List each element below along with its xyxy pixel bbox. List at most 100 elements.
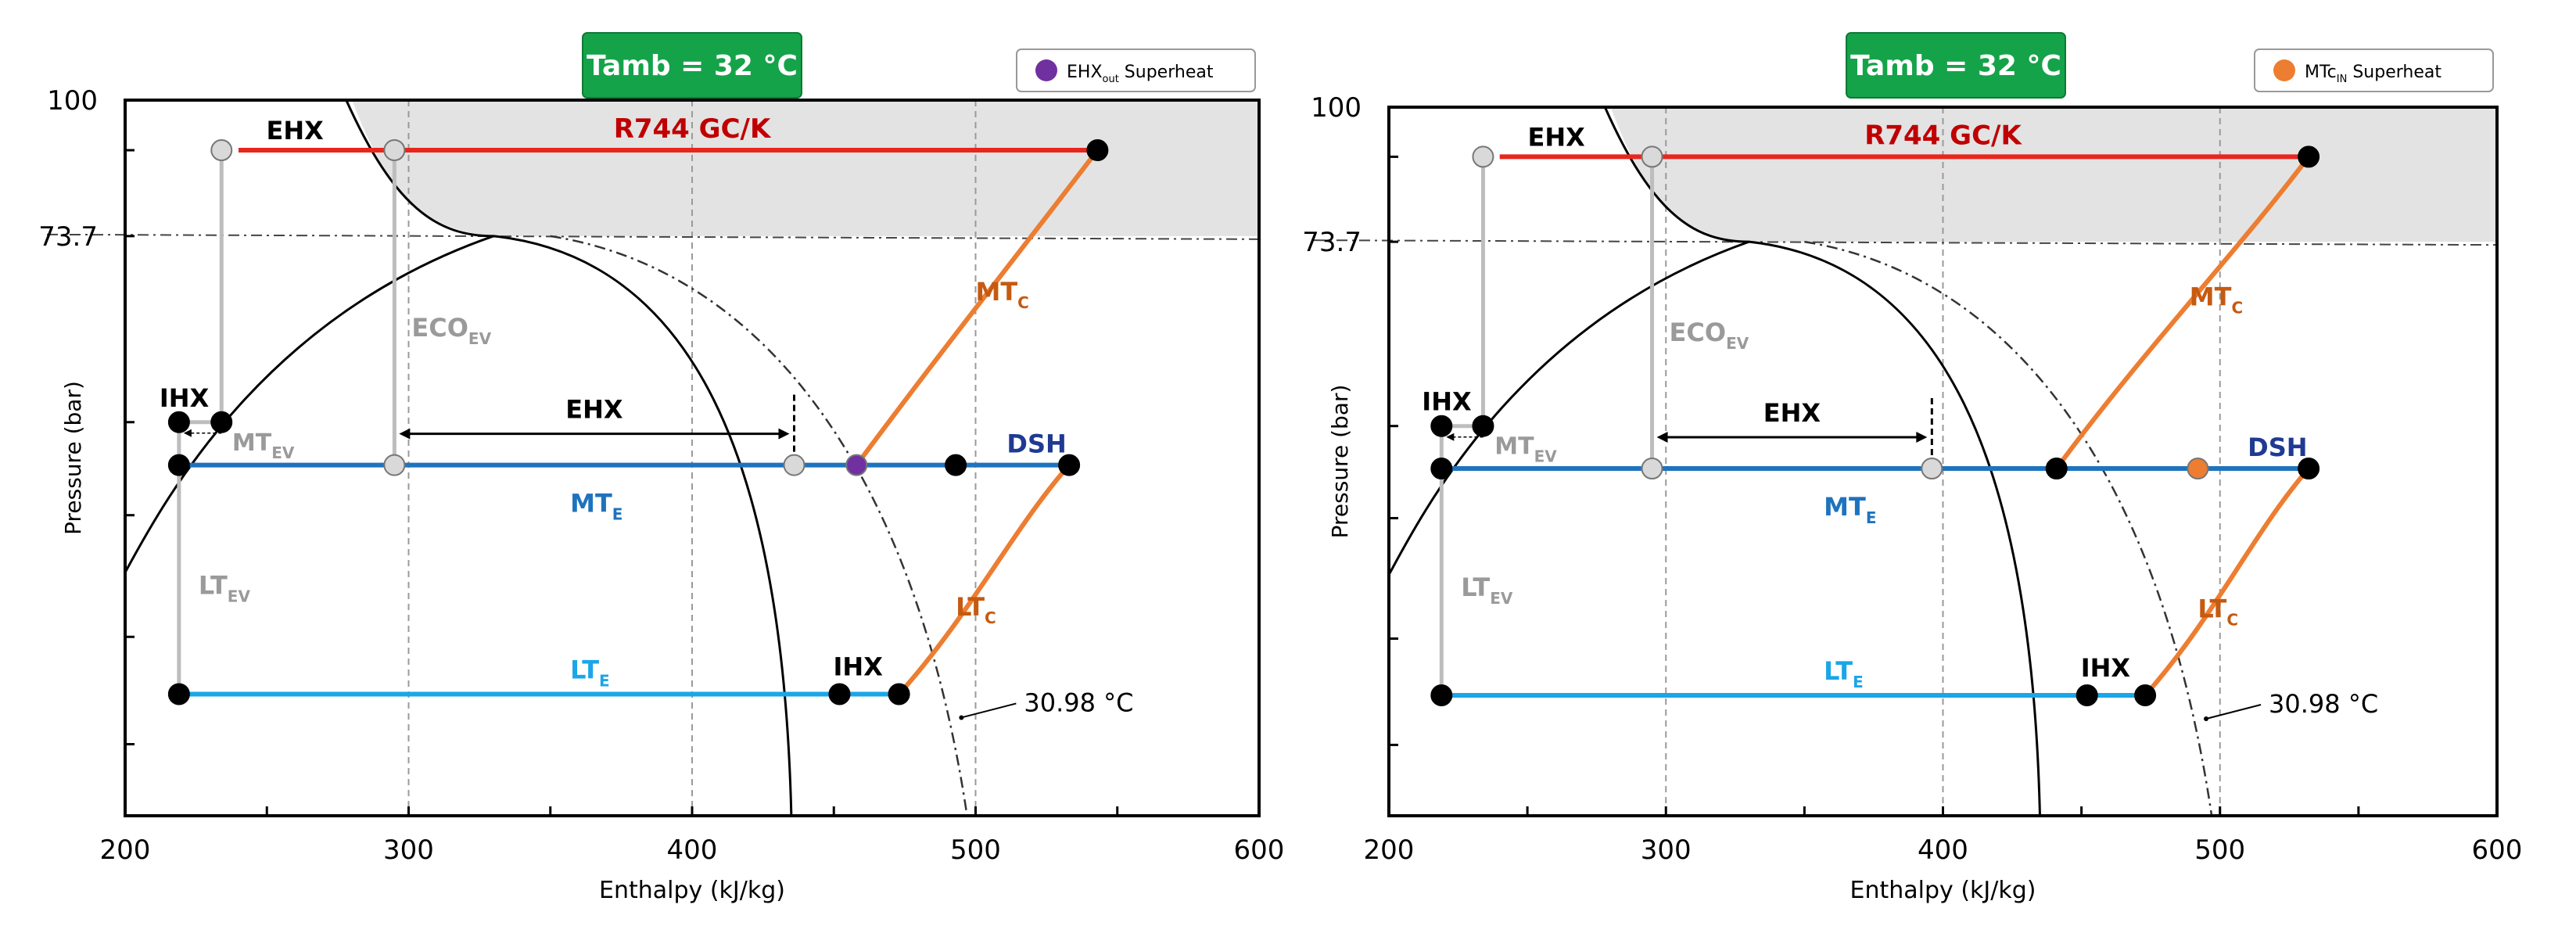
x-tick-label: 200	[1364, 835, 1415, 866]
y-tick-label: 100	[47, 85, 98, 117]
state-point-lt-evap-in	[1430, 684, 1453, 706]
x-tick-label: 200	[100, 835, 151, 866]
label-mtc: MTC	[2190, 282, 2243, 318]
label-ihx-left: IHX	[160, 383, 210, 413]
state-point-mt-evap-in	[167, 454, 190, 476]
pseudo-critical-curve	[345, 99, 494, 238]
label-ltev-main: LT	[199, 570, 228, 600]
state-point-hp-ehx	[1472, 145, 1494, 168]
panel-1: 200 300 400 500 600 100 73.7 Enthalpy (kJ/kg) Pr…	[38, 32, 1285, 904]
ihx-arrow-head	[183, 429, 192, 437]
isotherm-curve	[1804, 240, 2213, 817]
legend-sub: out	[1103, 74, 1119, 85]
ehx-bracket-arrow-right	[1916, 432, 1928, 443]
label-ltev-sub: EV	[1490, 589, 1513, 608]
state-point-hp-eco	[1641, 145, 1663, 168]
label-ihx-left: IHX	[1422, 387, 1472, 417]
ihx-arrow-head	[1446, 433, 1455, 441]
label-ltc: LTC	[2197, 594, 2238, 629]
isotherm-label: 30.98 °C	[1024, 687, 1133, 717]
y-axis-label: Pressure (bar)	[1327, 385, 1353, 539]
ehx-bracket-arrow-right	[778, 428, 790, 440]
label-ehx-mid: EHX	[565, 395, 623, 425]
label-gck: R744 GC/K	[1864, 120, 2022, 151]
chart-title: Tamb = 32 °C	[587, 50, 798, 82]
label-dsh: DSH	[1006, 429, 1066, 459]
x-tick-label: 600	[2472, 835, 2523, 866]
label-mte-sub: E	[1866, 508, 1877, 527]
x-tick-label: 300	[1641, 835, 1692, 866]
y-tick-label: 73.7	[38, 221, 98, 253]
x-tick-label: 400	[667, 835, 718, 866]
label-lte-main: LT	[570, 655, 599, 684]
state-point-superheat	[2187, 458, 2209, 480]
label-dsh: DSH	[2248, 433, 2307, 462]
supercritical-region	[352, 100, 1259, 236]
label-ltc: LTC	[956, 592, 996, 627]
y-tick-label: 73.7	[1302, 227, 1362, 258]
state-point-hp-eco	[383, 139, 406, 162]
isotherm-curve	[550, 235, 968, 817]
state-point-dsh	[945, 454, 967, 476]
x-tick-label: 400	[1918, 835, 1968, 866]
label-mte-sub: E	[612, 505, 623, 524]
state-point-eco-out	[383, 454, 406, 476]
state-point-lt-ihx	[828, 683, 851, 705]
label-eco: ECOEV	[411, 313, 491, 348]
x-tick-label: 500	[2194, 835, 2245, 866]
x-tick-label: 500	[950, 835, 1001, 866]
legend-marker	[1035, 59, 1057, 81]
state-point-mt-comp-in	[2045, 458, 2068, 480]
label-ltev: LTEV	[1461, 573, 1513, 608]
legend-tail: Superheat	[2347, 63, 2441, 82]
lt-compressor-line	[2143, 467, 2311, 697]
label-gck: R744 GC/K	[614, 113, 772, 145]
state-point-ehx-out	[1921, 458, 1943, 480]
label-eco-sub: EV	[468, 329, 492, 348]
label-ltc-sub: C	[2226, 610, 2238, 629]
state-point-lt-comp-in	[888, 683, 910, 705]
state-point-lt-discharge	[2298, 458, 2320, 480]
label-ihx-low: IHX	[2081, 653, 2131, 683]
state-point-ihx-2	[210, 411, 233, 433]
label-eco: ECOEV	[1670, 318, 1749, 353]
label-ehx-top: EHX	[267, 116, 325, 145]
label-ltev-sub: EV	[228, 587, 251, 605]
state-point-ihx-2	[1472, 415, 1494, 437]
label-ehx-mid: EHX	[1763, 398, 1821, 428]
label-lte-sub: E	[599, 671, 610, 690]
legend-marker	[2273, 59, 2295, 81]
label-lte-sub: E	[1853, 673, 1864, 691]
label-mtev-sub: EV	[271, 443, 295, 462]
supercritical-region	[1610, 107, 2497, 242]
state-point-mt-discharge	[2298, 145, 2320, 168]
legend-sub: IN	[2337, 74, 2348, 85]
state-point-mt-evap-in	[1430, 458, 1453, 480]
label-ltev: LTEV	[199, 570, 251, 605]
title-box	[1846, 32, 2066, 99]
label-mtc-sub: C	[1017, 293, 1029, 312]
label-mte: MTE	[570, 489, 622, 524]
state-point-ihx-1	[167, 411, 190, 433]
panel-2: 200 300 400 500 600 100 73.7 Enthalpy (kJ/kg) Pr…	[1302, 32, 2523, 904]
label-mte: MTE	[1824, 492, 1876, 527]
lt-compressor-line	[897, 463, 1071, 696]
label-eco-sub: EV	[1726, 334, 1749, 353]
label-mtev: MTEV	[1494, 433, 1557, 466]
label-mte-main: MT	[1824, 492, 1866, 522]
x-tick-label: 600	[1234, 835, 1285, 866]
label-mtev-main: MT	[1494, 433, 1534, 461]
label-mtc: MTC	[976, 277, 1029, 312]
state-point-lt-ihx	[2076, 684, 2098, 706]
state-point-ihx-1	[1430, 415, 1453, 437]
state-point-lt-discharge	[1058, 454, 1081, 476]
label-mtev-sub: EV	[1534, 447, 1558, 466]
state-point-superheat	[845, 454, 868, 476]
ehx-bracket-arrow-left	[399, 428, 411, 440]
label-mtev-main: MT	[232, 429, 272, 457]
label-mtev: MTEV	[232, 429, 295, 462]
label-mtc-main: MT	[976, 277, 1018, 307]
label-mte-main: MT	[570, 489, 612, 519]
label-mtc-main: MT	[2190, 282, 2232, 312]
